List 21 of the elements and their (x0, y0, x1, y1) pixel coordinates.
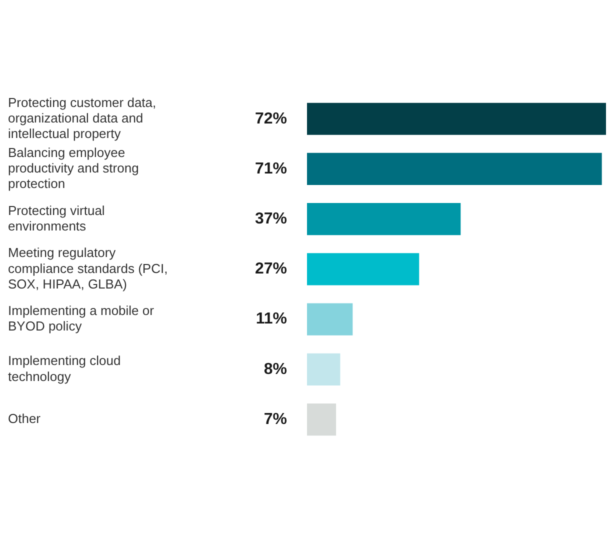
y-tick-label: Other (8, 411, 42, 426)
bar (307, 102, 606, 135)
y-tick-label: Protecting customer data, organizational data and intellectual property (8, 94, 156, 142)
y-tick-label: Implementing a mobile or BYOD policy (8, 303, 155, 334)
y-tick-label: Balancing employee productivity and strong protection (8, 144, 139, 192)
data-label: 37% (254, 210, 287, 228)
bar (307, 353, 340, 386)
y-tick-label: Protecting virtual environments (8, 202, 105, 234)
data-label: 7% (264, 410, 287, 428)
data-label: 72% (254, 110, 287, 128)
bar (307, 303, 353, 336)
bar (307, 253, 420, 286)
data-label: 11% (256, 310, 287, 328)
bar (307, 203, 461, 236)
y-tick-label: Meeting regulatory compliance standards (PCI, SOX, HIPAA, GLBA) (8, 245, 168, 292)
data-label: 27% (254, 260, 287, 278)
bar (307, 152, 602, 186)
bar (307, 404, 336, 436)
y-tick-label: Implementing cloud technology (8, 353, 121, 384)
data-label: 71% (254, 160, 287, 178)
data-label: 8% (264, 360, 287, 378)
